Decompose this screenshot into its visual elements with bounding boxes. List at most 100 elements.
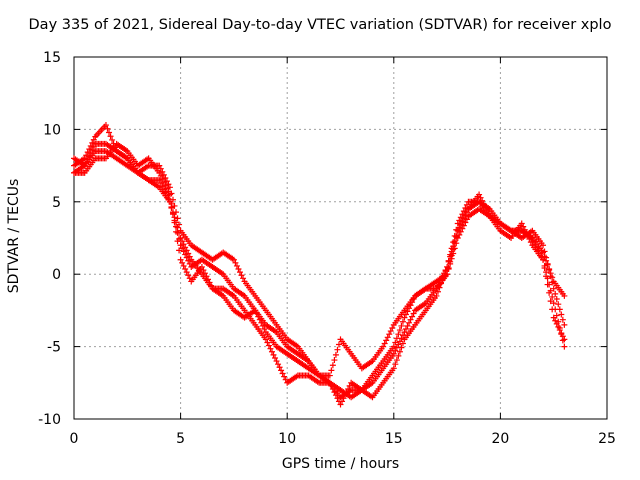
data-point — [401, 329, 408, 336]
x-tick-label: 25 — [598, 431, 616, 447]
data-point — [444, 263, 451, 270]
data-point — [541, 248, 548, 255]
data-point — [389, 324, 396, 331]
data-point — [174, 215, 181, 222]
data-point — [561, 292, 568, 299]
data-point — [459, 225, 466, 232]
data-point — [165, 181, 172, 188]
data-point — [454, 227, 461, 234]
data-point — [346, 382, 353, 389]
data-point — [555, 301, 562, 308]
data-point — [282, 376, 289, 383]
data-point — [444, 271, 451, 278]
data-point — [395, 331, 402, 338]
data-point — [561, 321, 568, 328]
data-point — [477, 194, 484, 201]
x-tick-label: 10 — [278, 431, 296, 447]
data-point — [157, 172, 164, 179]
data-point — [529, 235, 536, 241]
data-point — [549, 306, 556, 313]
data-point — [399, 340, 406, 347]
data-point — [107, 133, 114, 140]
data-point — [270, 351, 277, 358]
data-point — [401, 314, 408, 321]
data-point — [331, 357, 338, 364]
data-point — [326, 372, 333, 379]
data-point — [456, 217, 463, 224]
data-point — [396, 327, 403, 334]
data-point — [402, 326, 409, 333]
data-point — [456, 231, 463, 238]
data-point — [159, 168, 166, 175]
data-point — [521, 226, 528, 233]
data-point — [406, 319, 413, 326]
data-point — [185, 250, 192, 257]
x-tick-label: 0 — [70, 431, 79, 447]
x-tick-label: 5 — [176, 431, 185, 447]
data-point — [544, 281, 551, 288]
data-point — [476, 191, 483, 198]
data-point — [390, 350, 397, 357]
data-point — [553, 312, 560, 319]
data-point — [84, 149, 91, 156]
data-point — [328, 367, 335, 374]
data-point — [540, 242, 547, 249]
data-point — [436, 279, 443, 286]
data-point — [160, 171, 167, 178]
data-point — [171, 214, 178, 221]
data-point — [83, 159, 90, 166]
data-point — [86, 146, 93, 153]
data-point — [434, 282, 441, 289]
data-point — [561, 343, 568, 350]
data-point — [459, 218, 466, 225]
data-point — [460, 208, 467, 215]
data-point — [236, 269, 243, 276]
y-tick-label: 0 — [52, 267, 61, 283]
data-point — [182, 251, 189, 258]
data-point — [438, 276, 445, 283]
data-point — [404, 322, 411, 329]
data-point — [381, 340, 388, 347]
data-point — [532, 241, 539, 248]
y-tick-label: 10 — [43, 122, 61, 138]
data-point — [441, 270, 448, 277]
data-point — [179, 245, 186, 252]
data-point — [399, 332, 406, 339]
data-point — [183, 247, 190, 254]
data-point — [180, 262, 187, 269]
data-point — [163, 192, 170, 199]
data-point — [383, 337, 390, 344]
data-point — [176, 229, 183, 236]
data-point — [398, 322, 405, 329]
series-track-d — [71, 140, 568, 401]
data-point — [169, 209, 176, 216]
data-point — [177, 235, 184, 241]
data-point — [174, 224, 181, 231]
data-point — [156, 169, 163, 176]
data-point — [555, 323, 562, 330]
y-tick-label: 5 — [52, 195, 61, 211]
data-point — [396, 348, 403, 355]
data-point — [168, 203, 175, 210]
data-point — [230, 256, 237, 263]
plot-frame — [73, 56, 608, 420]
data-point — [90, 136, 97, 143]
data-point — [171, 202, 178, 209]
data-point — [399, 318, 406, 325]
data-point — [434, 288, 441, 295]
data-point — [157, 180, 164, 187]
data-point — [445, 258, 452, 265]
data-point — [407, 316, 414, 323]
data-point — [530, 238, 537, 245]
data-point — [173, 219, 180, 226]
data-point — [339, 398, 346, 405]
data-point — [166, 184, 173, 191]
data-point — [183, 269, 190, 276]
data-point — [173, 228, 180, 235]
y-tick-label: -10 — [38, 412, 61, 428]
data-point — [267, 345, 274, 352]
data-point — [390, 365, 397, 372]
data-point — [395, 341, 402, 348]
data-point — [335, 341, 342, 348]
